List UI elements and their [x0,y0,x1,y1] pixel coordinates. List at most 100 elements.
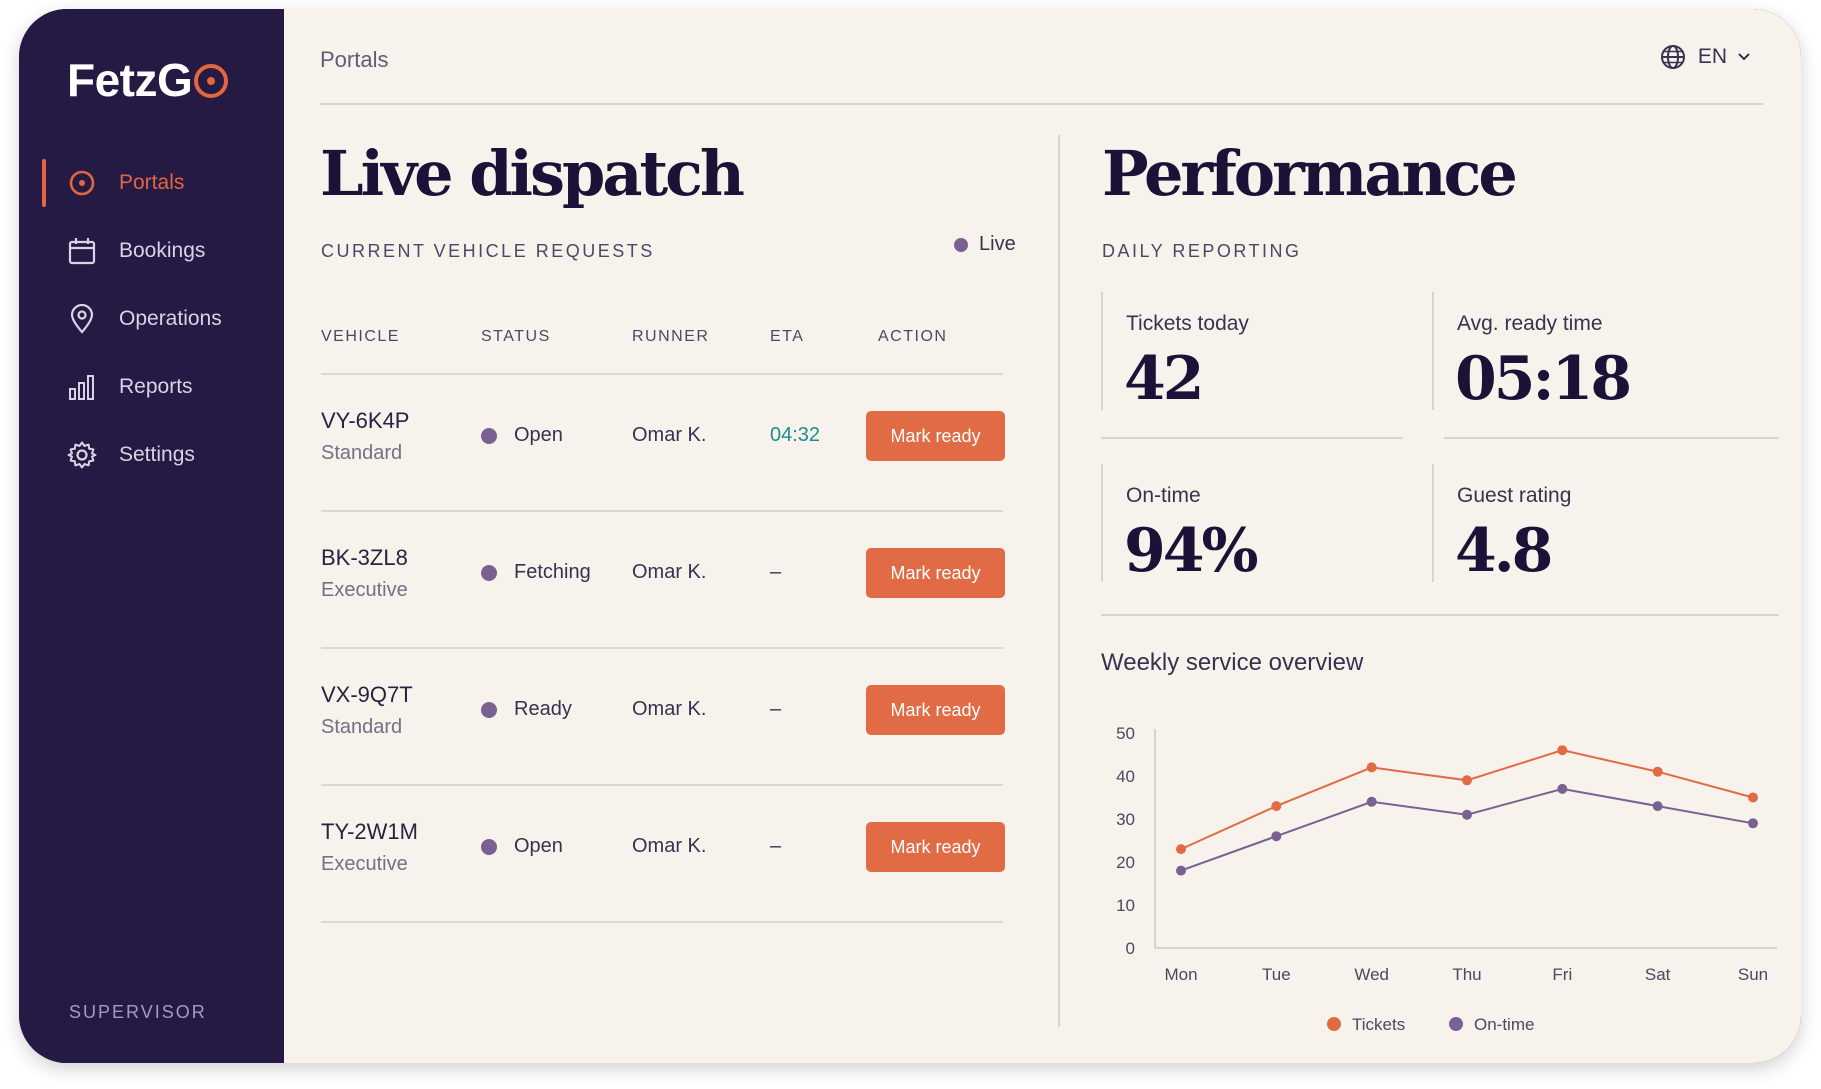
sidebar-item-label: Settings [119,443,195,466]
kpi-divider [1432,464,1434,582]
language-code: EN [1697,45,1727,68]
kpi-guest-rating: Guest rating 4.8 [1432,464,1772,586]
kpi-value: 94% [1124,516,1259,586]
sidebar-item-label: Operations [119,307,222,330]
table-header: VEHICLE STATUS RUNNER ETA ACTION [321,304,1003,375]
weekly-line-chart: 0 10 20 30 40 50 Mon Tue Wed Thu Fri Sat Sun Tickets O… [1116,724,1777,1034]
bar-chart-icon [67,372,97,402]
sidebar-item-portals[interactable]: Portals [19,149,284,217]
column-header-runner: RUNNER [632,328,710,345]
location-pin-icon [67,304,97,334]
data-point [1176,865,1186,876]
data-point [1557,783,1568,794]
data-point [1652,766,1663,777]
eta-value: – [770,561,782,583]
logo-ring-icon [194,64,229,98]
kpi-label: Avg. ready time [1457,312,1603,335]
data-point [1748,818,1758,829]
x-tick-label: Fri [1552,965,1572,984]
data-point [1652,801,1663,812]
vehicle-id: BK-3ZL8 [321,545,408,570]
sidebar-item-operations[interactable]: Operations [19,285,284,353]
table-row: BK-3ZL8 Executive Fetching Omar K. – Mar… [321,512,1005,649]
kpi-tickets-today: Tickets today 42 [1101,292,1401,414]
column-header-action: ACTION [878,328,948,345]
language-selector[interactable]: EN [1660,44,1763,70]
chart-title: Weekly service overview [1101,649,1364,676]
kpi-label: On-time [1126,484,1201,507]
y-tick-label: 40 [1116,767,1135,786]
kpi-label: Guest rating [1457,484,1572,507]
kpi-avg-ready-time: Avg. ready time 05:18 [1432,292,1772,414]
app-window: FetzG Portals Bookings Operations [19,9,1801,1063]
sidebar-item-label: Portals [119,171,185,194]
mark-ready-button[interactable]: Mark ready [866,822,1005,872]
data-point [1271,831,1282,842]
column-header-vehicle: VEHICLE [321,328,400,345]
vehicle-id: VY-6K4P [321,408,410,433]
status-badge: Fetching [481,561,591,584]
vehicle-id: VX-9Q7T [321,682,413,707]
runner-name: Omar K. [632,424,707,446]
mark-ready-button[interactable]: Mark ready [866,548,1005,598]
data-point [1176,844,1186,855]
mark-ready-button[interactable]: Mark ready [866,411,1005,461]
status-badge: Open [481,424,563,447]
dispatch-title: Live dispatch [320,137,745,210]
eta-value: – [770,835,782,857]
chevron-down-icon [1738,53,1750,61]
breadcrumb[interactable]: Portals [320,47,389,72]
series-line-tickets [1180,749,1754,851]
data-point [1748,792,1758,803]
data-point [1462,809,1472,820]
runner-name: Omar K. [632,698,707,720]
sidebar-item-label: Bookings [119,239,206,262]
x-tick-label: Sun [1738,965,1768,984]
series-line-on-time [1180,787,1754,872]
kpi-value: 05:18 [1455,344,1632,414]
runner-name: Omar K. [632,835,707,857]
kpi-divider [1432,292,1434,410]
portal-icon [67,168,97,198]
status-dot-icon [481,701,497,718]
sidebar: FetzG Portals Bookings Operations [19,9,284,1063]
column-header-eta: ETA [770,328,805,345]
y-tick-label: 20 [1116,853,1135,872]
status-dot-icon [481,564,497,581]
status-dot-icon [481,838,497,855]
sidebar-item-settings[interactable]: Settings [19,421,284,489]
topbar: Portals EN [320,9,1763,105]
mark-ready-button[interactable]: Mark ready [866,685,1005,735]
logo[interactable]: FetzG [67,53,229,107]
eta-value: – [770,698,782,720]
live-indicator: Live [954,233,1016,256]
live-dot-icon [954,237,968,252]
y-tick-label: 50 [1116,724,1135,743]
status-text: Ready [514,698,572,720]
sidebar-item-bookings[interactable]: Bookings [19,217,284,285]
x-tick-label: Tue [1262,965,1291,984]
status-text: Fetching [514,561,591,583]
x-tick-label: Wed [1354,965,1389,984]
x-tick-label: Mon [1164,965,1197,984]
table-row: TY-2W1M Executive Open Omar K. – Mark re… [321,786,1005,923]
status-dot-icon [481,427,497,444]
performance-subtitle: DAILY REPORTING [1102,241,1302,261]
table-row: VY-6K4P Standard Open Omar K. 04:32 Mark… [321,375,1005,512]
status-badge: Ready [481,698,572,721]
data-point [1366,762,1377,773]
sidebar-item-label: Reports [119,375,193,398]
legend-marker [1327,1017,1341,1031]
column-divider [1058,135,1060,1027]
logo-text: FetzG [67,54,193,106]
data-point [1462,775,1472,786]
sidebar-item-reports[interactable]: Reports [19,353,284,421]
kpi-row-divider [1444,437,1779,439]
vehicle-id: TY-2W1M [321,819,418,844]
data-point [1271,801,1282,812]
y-tick-label: 30 [1116,810,1135,829]
vehicle-class: Executive [321,853,408,875]
kpi-label: Tickets today [1126,312,1249,335]
column-header-status: STATUS [481,328,551,345]
legend-label: On-time [1474,1015,1534,1034]
